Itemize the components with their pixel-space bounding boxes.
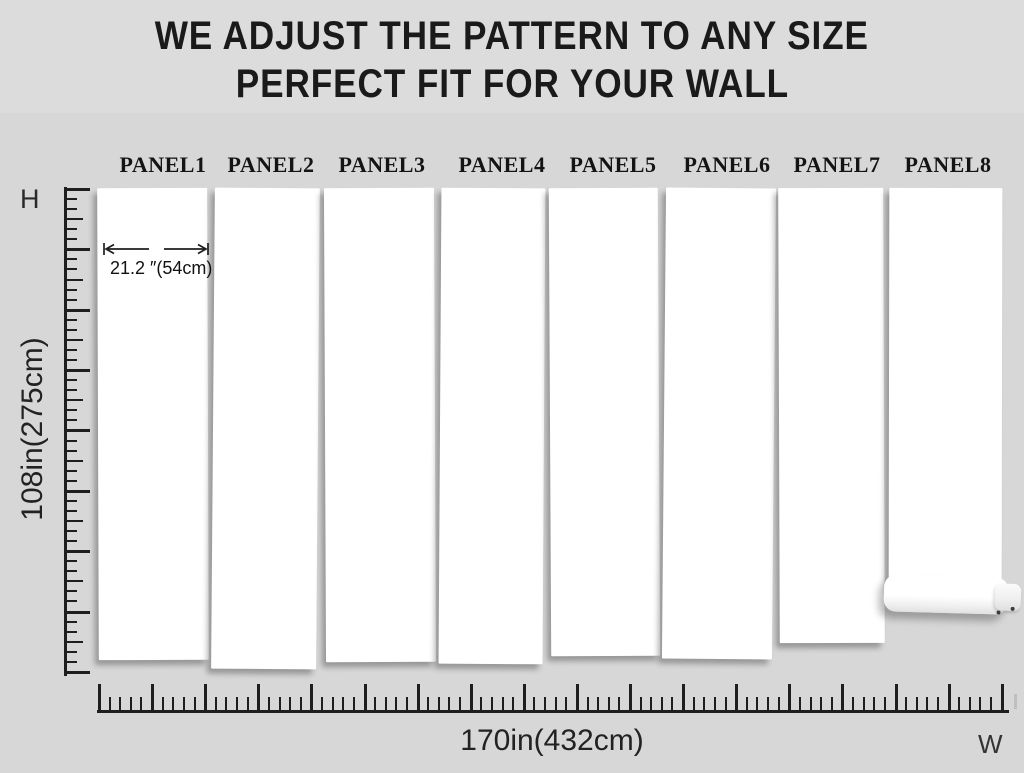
width-axis-letter: W bbox=[978, 729, 1003, 759]
height-dimension-label: 108in(275cm) bbox=[16, 337, 49, 521]
panel-3 bbox=[323, 187, 437, 663]
panel-label-1: PANEL1 bbox=[119, 152, 207, 177]
panel-5 bbox=[548, 187, 661, 657]
panel-label-5: PANEL5 bbox=[569, 152, 657, 177]
roll-dot-icon bbox=[996, 610, 1001, 615]
height-ruler bbox=[64, 187, 94, 676]
panel-4 bbox=[438, 187, 546, 665]
panel-label-2: PANEL2 bbox=[227, 152, 315, 177]
panel-7 bbox=[778, 187, 885, 644]
title-line-1: WE ADJUST THE PATTERN TO ANY SIZE bbox=[154, 14, 870, 58]
width-dimension-arrow-icon bbox=[103, 243, 209, 255]
wallpaper-roll bbox=[883, 574, 1022, 615]
height-axis-letter: H bbox=[20, 184, 40, 214]
panel-label-6: PANEL6 bbox=[683, 152, 771, 177]
width-dimension-label: 170in(432cm) bbox=[460, 724, 644, 757]
panel-6 bbox=[661, 187, 777, 660]
panel-8 bbox=[888, 187, 1003, 586]
panel-label-4: PANEL4 bbox=[458, 152, 546, 177]
panel-2 bbox=[211, 187, 320, 670]
panel-width-annotation: 21.2 ″(54cm) bbox=[110, 258, 213, 278]
title-line-2: PERFECT FIT FOR YOUR WALL bbox=[235, 62, 789, 106]
ruler-end-stub bbox=[1014, 694, 1017, 709]
header: WE ADJUST THE PATTERN TO ANY SIZE PERFEC… bbox=[0, 0, 1024, 113]
roll-end-cap-icon bbox=[994, 583, 1022, 612]
width-ruler bbox=[97, 683, 1017, 713]
panel-label-3: PANEL3 bbox=[338, 152, 426, 177]
panel-label-7: PANEL7 bbox=[793, 152, 881, 177]
panel-label-8: PANEL8 bbox=[904, 152, 992, 177]
